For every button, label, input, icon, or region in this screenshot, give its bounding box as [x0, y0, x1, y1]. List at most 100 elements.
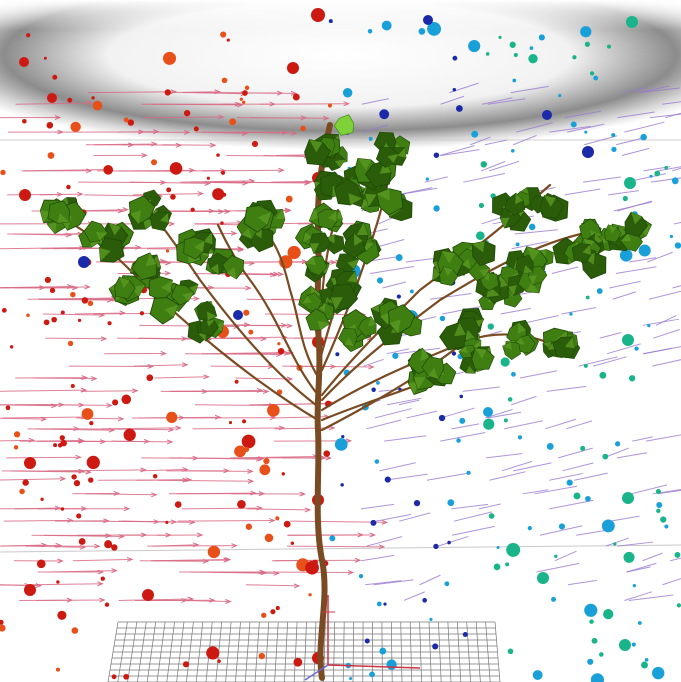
particle [70, 121, 81, 133]
particle [57, 443, 63, 448]
wind-arrow [241, 324, 292, 327]
particle [596, 288, 603, 294]
wind-arrow [165, 91, 220, 94]
leaf [439, 322, 467, 351]
particle [582, 146, 594, 158]
particle [409, 289, 414, 294]
particle [19, 488, 25, 495]
wind-arrow [605, 537, 629, 547]
particle [19, 57, 29, 67]
wind-arrow [118, 598, 193, 601]
particle [123, 673, 130, 680]
particle [183, 109, 191, 117]
particle [283, 520, 291, 528]
wind-arrow-head [231, 543, 238, 549]
particle [602, 453, 609, 460]
wind-arrow-head [278, 167, 285, 173]
leaf [200, 316, 219, 337]
wind-arrow [206, 92, 296, 94]
particle [53, 443, 58, 448]
wind-arrow-head [175, 425, 182, 431]
particle [573, 492, 581, 500]
particle [342, 88, 353, 98]
particle [371, 387, 376, 392]
wind-arrow [574, 472, 608, 481]
particle [392, 352, 399, 359]
wind-arrow-head [181, 336, 188, 342]
leaf [376, 188, 404, 216]
particle [584, 130, 588, 134]
wind-arrow [453, 511, 493, 522]
wind-arrow [88, 91, 176, 94]
wind-arrow [247, 508, 310, 511]
leaf [304, 255, 328, 276]
wind-arrow [610, 515, 640, 522]
particle [305, 560, 319, 575]
wind-arrow-head [100, 336, 108, 342]
particle [216, 153, 220, 157]
particle [77, 318, 82, 323]
wind-arrow [386, 348, 410, 355]
wind-arrow [440, 431, 486, 442]
particle [429, 617, 433, 621]
wind-arrow [630, 484, 668, 495]
particle [51, 316, 57, 323]
wind-arrow [0, 286, 73, 289]
wind-arrow [27, 297, 117, 300]
leaf [471, 240, 496, 267]
particle [104, 540, 113, 549]
particle [452, 55, 458, 61]
particle [634, 346, 639, 351]
particle [229, 118, 237, 126]
wind-arrow [363, 358, 384, 367]
wind-arrow-head [262, 389, 270, 394]
wind-arrow [650, 177, 681, 183]
particle [9, 345, 14, 349]
wind-arrow-head [103, 518, 110, 524]
wind-arrow [143, 116, 224, 119]
particle [19, 189, 31, 201]
wind-arrow [626, 562, 657, 573]
particle [459, 394, 464, 399]
particle [374, 459, 380, 464]
wind-arrow [6, 456, 81, 459]
particle [0, 169, 6, 176]
wind-arrow [516, 122, 553, 133]
particle [478, 202, 485, 209]
wind-arrow [133, 364, 188, 367]
wind-arrow [632, 436, 653, 442]
particle [234, 379, 239, 384]
particle [606, 44, 612, 49]
leaf [333, 114, 355, 136]
wind-arrow [583, 176, 621, 183]
particle [358, 573, 364, 579]
wind-arrow [612, 291, 637, 300]
particle [601, 519, 615, 533]
wind-arrow-head [67, 517, 74, 523]
particle [121, 394, 132, 405]
wind-arrow [49, 570, 117, 573]
particle [640, 133, 647, 141]
wind-arrow [13, 233, 71, 236]
wind-arrow [488, 160, 520, 172]
wind-arrow-head [193, 296, 201, 302]
wind-arrow [593, 356, 627, 367]
particle [589, 71, 595, 76]
particle [26, 313, 30, 318]
wind-arrow-head [197, 191, 205, 197]
particle [664, 165, 669, 170]
wind-arrow [0, 584, 30, 586]
particle [22, 118, 27, 124]
horizon-lines [0, 544, 681, 553]
particle [500, 357, 510, 367]
leaf [170, 284, 195, 306]
wind-arrow [489, 471, 526, 481]
particle [538, 34, 545, 41]
leaf [502, 341, 521, 360]
particle [56, 580, 60, 584]
leaf [334, 178, 363, 206]
particle [107, 321, 112, 326]
wind-arrow [609, 280, 641, 289]
particle [248, 329, 254, 335]
wind-arrow-head [108, 427, 116, 433]
